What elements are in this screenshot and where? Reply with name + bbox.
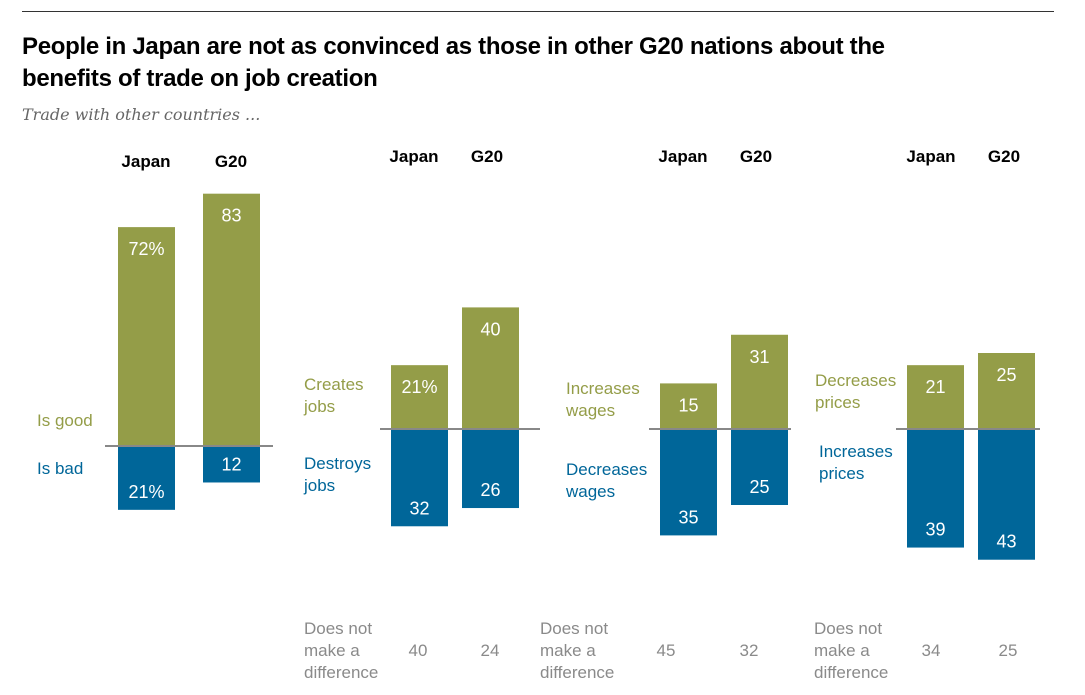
data-label-positive-japan-wages: 15 [678,395,698,415]
column-header-japan-prices: Japan [906,147,955,166]
label-positive-prices: Decreases [815,371,896,390]
chart-subtitle: Trade with other countries ... [22,105,261,124]
column-header-japan-good-bad: Japan [121,152,170,171]
label-negative-prices: Increases [819,442,893,461]
data-label-negative-g20-prices: 43 [996,532,1016,552]
label-positive-jobs: Creates [304,375,364,394]
label-neutral-prices: difference [814,663,888,682]
label-neutral-wages: difference [540,663,614,682]
label-neutral-wages: Does not [540,619,608,638]
bar-negative-g20-prices [978,429,1035,560]
data-label-negative-g20-jobs: 26 [480,480,500,500]
bar-negative-japan-wages [660,429,717,536]
bar-negative-g20-wages [731,429,788,505]
bar-positive-g20-prices [978,353,1035,429]
label-negative-good-bad: Is bad [37,459,83,478]
bar-positive-japan-jobs [391,365,448,429]
data-label-negative-japan-prices: 39 [925,520,945,540]
label-neutral-prices: make a [814,641,870,660]
label-positive-prices: prices [815,393,860,412]
data-label-negative-japan-wages: 35 [678,507,698,527]
data-label-negative-japan-jobs: 32 [409,498,429,518]
column-header-g20-good-bad: G20 [215,152,247,171]
data-label-positive-g20-prices: 25 [996,365,1016,385]
label-positive-wages: Increases [566,379,640,398]
bar-positive-japan-wages [660,383,717,429]
data-label-negative-g20-good-bad: 12 [221,454,241,474]
bar-negative-japan-prices [907,429,964,548]
bar-negative-g20-good-bad [203,446,260,483]
top-rule [22,11,1054,12]
data-label-neutral-g20-jobs: 24 [481,641,500,660]
bar-negative-japan-good-bad [118,446,175,510]
column-header-japan-wages: Japan [658,147,707,166]
label-neutral-jobs: Does not [304,619,372,638]
label-positive-wages: wages [565,401,615,420]
column-header-g20-prices: G20 [988,147,1020,166]
label-negative-wages: wages [565,482,615,501]
label-positive-jobs: jobs [303,397,335,416]
bar-positive-g20-wages [731,334,788,429]
data-label-positive-g20-good-bad: 83 [221,206,241,226]
data-label-neutral-japan-prices: 34 [922,641,941,660]
data-label-neutral-g20-prices: 25 [999,641,1018,660]
bar-negative-japan-jobs [391,429,448,527]
bar-negative-g20-jobs [462,429,519,509]
label-neutral-wages: make a [540,641,596,660]
chart-title-line-2: benefits of trade on job creation [22,65,378,92]
label-positive-good-bad: Is good [37,411,93,430]
label-neutral-jobs: make a [304,641,360,660]
data-label-negative-japan-good-bad: 21% [128,482,164,502]
label-neutral-jobs: difference [304,663,378,682]
bar-positive-g20-jobs [462,307,519,429]
data-label-positive-japan-prices: 21 [925,377,945,397]
data-label-positive-japan-good-bad: 72% [128,239,164,259]
data-label-positive-g20-wages: 31 [749,347,769,367]
column-header-g20-jobs: G20 [471,147,503,166]
data-label-positive-g20-jobs: 40 [480,319,500,339]
chart-title: People in Japan are not as convinced as … [22,31,1062,95]
label-neutral-prices: Does not [814,619,882,638]
label-negative-wages: Decreases [566,460,647,479]
bar-positive-g20-good-bad [203,193,260,446]
data-label-positive-japan-jobs: 21% [401,377,437,397]
chart-title-line-1: People in Japan are not as convinced as … [22,33,885,60]
bar-positive-japan-good-bad [118,227,175,446]
label-negative-jobs: jobs [303,476,335,495]
bar-positive-japan-prices [907,365,964,429]
column-header-japan-jobs: Japan [389,147,438,166]
label-negative-jobs: Destroys [304,454,371,473]
data-label-negative-g20-wages: 25 [749,477,769,497]
column-header-g20-wages: G20 [740,147,772,166]
data-label-neutral-japan-wages: 45 [657,641,676,660]
data-label-neutral-g20-wages: 32 [740,641,759,660]
label-negative-prices: prices [819,464,864,483]
data-label-neutral-japan-jobs: 40 [409,641,428,660]
